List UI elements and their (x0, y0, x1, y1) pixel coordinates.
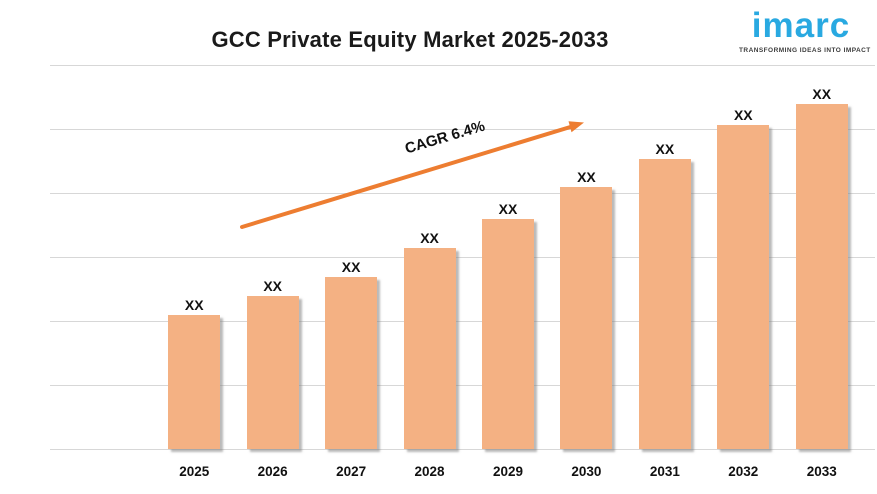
bar-2025 (168, 314, 221, 449)
bar-value-label: XX (655, 141, 675, 158)
x-axis-label-2033: 2033 (806, 464, 837, 479)
gridline (50, 257, 875, 258)
x-axis-baseline (50, 449, 875, 450)
bar-group-2027: XX (312, 65, 390, 449)
x-axis-label-2025: 2025 (179, 464, 210, 479)
bar-2031 (638, 159, 691, 449)
x-axis-label-2030: 2030 (571, 464, 602, 479)
bar-group-2031: XX (626, 65, 704, 449)
bar-value-label: XX (263, 278, 282, 295)
bar-group-2030: XX (547, 65, 625, 449)
bar-value-label: XX (812, 86, 832, 103)
gridline (50, 65, 875, 66)
x-axis-label-2031: 2031 (649, 464, 680, 479)
bar-value-label: XX (341, 258, 361, 275)
bar-2033 (795, 104, 848, 449)
gridline (50, 385, 875, 386)
x-axis-label-2027: 2027 (336, 464, 367, 479)
bar-series: XX XX XX XX XX XX XX XX XX (155, 65, 861, 449)
bar-2026 (246, 296, 299, 449)
x-axis-label-2029: 2029 (492, 464, 523, 479)
imarc-logo-wordmark: imarc (751, 6, 851, 45)
bar-group-2028: XX (390, 65, 468, 449)
bar-group-2032: XX (704, 65, 782, 449)
x-axis-label-2028: 2028 (414, 464, 445, 479)
bar-value-label: XX (420, 230, 439, 247)
x-axis-label-2032: 2032 (728, 464, 759, 479)
gridline (50, 321, 875, 322)
bar-group-2033: XX (783, 65, 861, 449)
x-axis-labels: 2025 2026 2027 2028 2029 2030 2031 2032 2033 (155, 464, 861, 479)
bar-group-2026: XX (233, 65, 311, 449)
bar-2030 (560, 187, 613, 449)
bar-2027 (325, 276, 378, 449)
bar-value-label: XX (498, 200, 518, 217)
imarc-logo-tagline: TRANSFORMING IDEAS INTO IMPACT (739, 47, 871, 54)
bar-2032 (717, 124, 770, 449)
x-axis-label-2026: 2026 (257, 464, 288, 479)
page-title: GCC Private Equity Market 2025-2033 (211, 27, 609, 52)
bar-2029 (481, 218, 534, 449)
bar-group-2025: XX (155, 65, 233, 449)
bar-group-2029: XX (469, 65, 547, 449)
bar-value-label: XX (184, 296, 204, 313)
bar-value-label: XX (577, 169, 596, 186)
bar-2028 (403, 248, 456, 449)
imarc-logo: imarc TRANSFORMING IDEAS INTO IMPACT (739, 6, 871, 54)
bar-value-label: XX (733, 106, 753, 123)
